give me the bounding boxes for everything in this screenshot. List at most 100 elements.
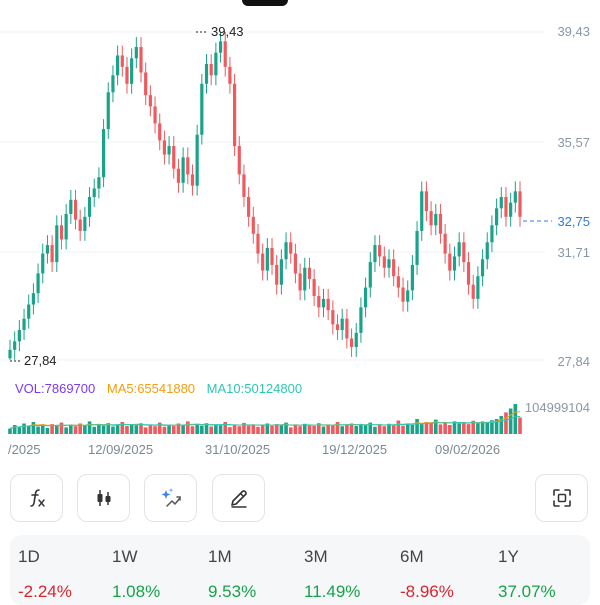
- period-value: 9.53%: [208, 582, 257, 601]
- ai-insight-button[interactable]: [144, 474, 197, 522]
- ma5-value: MA5:65541880: [106, 381, 196, 396]
- candle-body: [504, 196, 508, 217]
- volume-bar: [228, 427, 232, 434]
- volume-bar: [36, 426, 40, 434]
- candle-body: [275, 264, 279, 285]
- candle-body: [289, 242, 293, 254]
- candle-body: [424, 191, 429, 212]
- candle-body: [228, 66, 232, 84]
- candle-body: [8, 349, 12, 359]
- candle-body: [50, 245, 54, 263]
- volume-bar: [214, 424, 218, 434]
- volume-bar: [40, 425, 45, 434]
- formula-button[interactable]: [10, 474, 63, 522]
- candle-body: [401, 287, 405, 302]
- volume-bar: [73, 426, 78, 434]
- volume-bar: [246, 425, 251, 434]
- volume-bar: [466, 424, 471, 434]
- period-performance-panel: 1D -2.24% 1W 1.08% 1M 9.53% 3M 11.49% 6M…: [10, 535, 590, 605]
- volume-bar: [270, 425, 274, 434]
- volume-bar: [139, 423, 143, 434]
- volume-bar: [494, 419, 499, 434]
- volume-bar: [237, 426, 242, 434]
- candle-body: [495, 208, 499, 226]
- fullscreen-button[interactable]: [535, 474, 588, 522]
- volume-bar: [433, 419, 438, 434]
- volume-bar: [97, 425, 101, 434]
- candle-body: [265, 247, 269, 271]
- candle-body: [438, 213, 443, 234]
- volume-bar: [373, 426, 377, 434]
- volume-bar: [405, 423, 410, 434]
- price-axis-tick: 31,71: [557, 245, 590, 260]
- candle-body: [190, 174, 195, 186]
- volume-bar: [340, 426, 345, 434]
- candle-body: [466, 262, 471, 285]
- candle-body: [307, 267, 312, 280]
- volume-bar: [424, 422, 429, 434]
- candle-body: [303, 267, 307, 291]
- volume-bar: [396, 420, 401, 434]
- volume-bar: [167, 424, 171, 434]
- volume-bar: [115, 424, 120, 434]
- candle-body: [392, 259, 396, 277]
- volume-bar: [265, 423, 270, 434]
- candle-body: [27, 304, 31, 319]
- candle-body: [251, 216, 255, 234]
- volume-bar: [274, 424, 279, 434]
- volume-bar: [419, 424, 424, 434]
- volume-bar: [457, 423, 461, 434]
- volume-bar: [45, 428, 50, 434]
- volume-bar: [485, 422, 490, 434]
- volume-bar: [443, 422, 447, 434]
- volume-bar: [321, 426, 326, 434]
- volume-bar: [223, 422, 228, 434]
- volume-bar: [312, 425, 316, 434]
- candle-body: [457, 242, 461, 257]
- candle-body: [490, 225, 494, 243]
- candle-body: [134, 46, 138, 59]
- candle-body: [298, 273, 302, 291]
- volume-legend: VOL:7869700 MA5:65541880 MA10:50124800: [15, 381, 310, 396]
- chart-type-button[interactable]: [77, 474, 130, 522]
- period-label: 1Y: [498, 547, 519, 566]
- volume-bar: [448, 425, 452, 434]
- candle-body: [223, 41, 227, 67]
- candle-body: [373, 245, 377, 263]
- price-axis-tick: 27,84: [557, 354, 590, 369]
- max-marker-label: 39,43: [211, 24, 244, 39]
- volume-bar: [504, 412, 508, 434]
- candle-body: [200, 83, 204, 135]
- candle-body: [176, 168, 181, 183]
- volume-bar: [256, 426, 260, 434]
- volume-bar: [307, 425, 312, 434]
- candle-body: [209, 63, 213, 76]
- volume-bar: [92, 426, 97, 434]
- candle-body: [387, 259, 391, 268]
- draw-button[interactable]: [212, 474, 265, 522]
- candle-body: [480, 259, 485, 277]
- candle-body: [69, 199, 73, 214]
- candle-body: [340, 318, 344, 331]
- price-chart[interactable]: 39,43 35,57 31,71 27,84 32,75 39,43 27,8…: [0, 0, 600, 460]
- volume-bars: [8, 404, 522, 434]
- candle-body: [406, 290, 410, 302]
- volume-bar: [153, 426, 157, 434]
- volume-bar: [78, 423, 82, 434]
- candle-body: [13, 341, 17, 350]
- candle-body: [78, 219, 82, 231]
- candle-body: [284, 242, 288, 260]
- volume-bar: [518, 417, 522, 434]
- date-label: 31/10/2025: [205, 442, 270, 457]
- candle-body: [101, 129, 106, 178]
- candle-body: [349, 338, 354, 347]
- candle-body: [73, 199, 78, 220]
- candle-body: [462, 242, 466, 263]
- volume-bar: [279, 425, 284, 434]
- date-label: /2025: [8, 442, 41, 457]
- volume-bar: [204, 423, 209, 434]
- volume-bar: [438, 424, 443, 434]
- candle-body: [214, 52, 218, 76]
- candle-body: [186, 157, 190, 175]
- date-label: 19/12/2025: [322, 442, 387, 457]
